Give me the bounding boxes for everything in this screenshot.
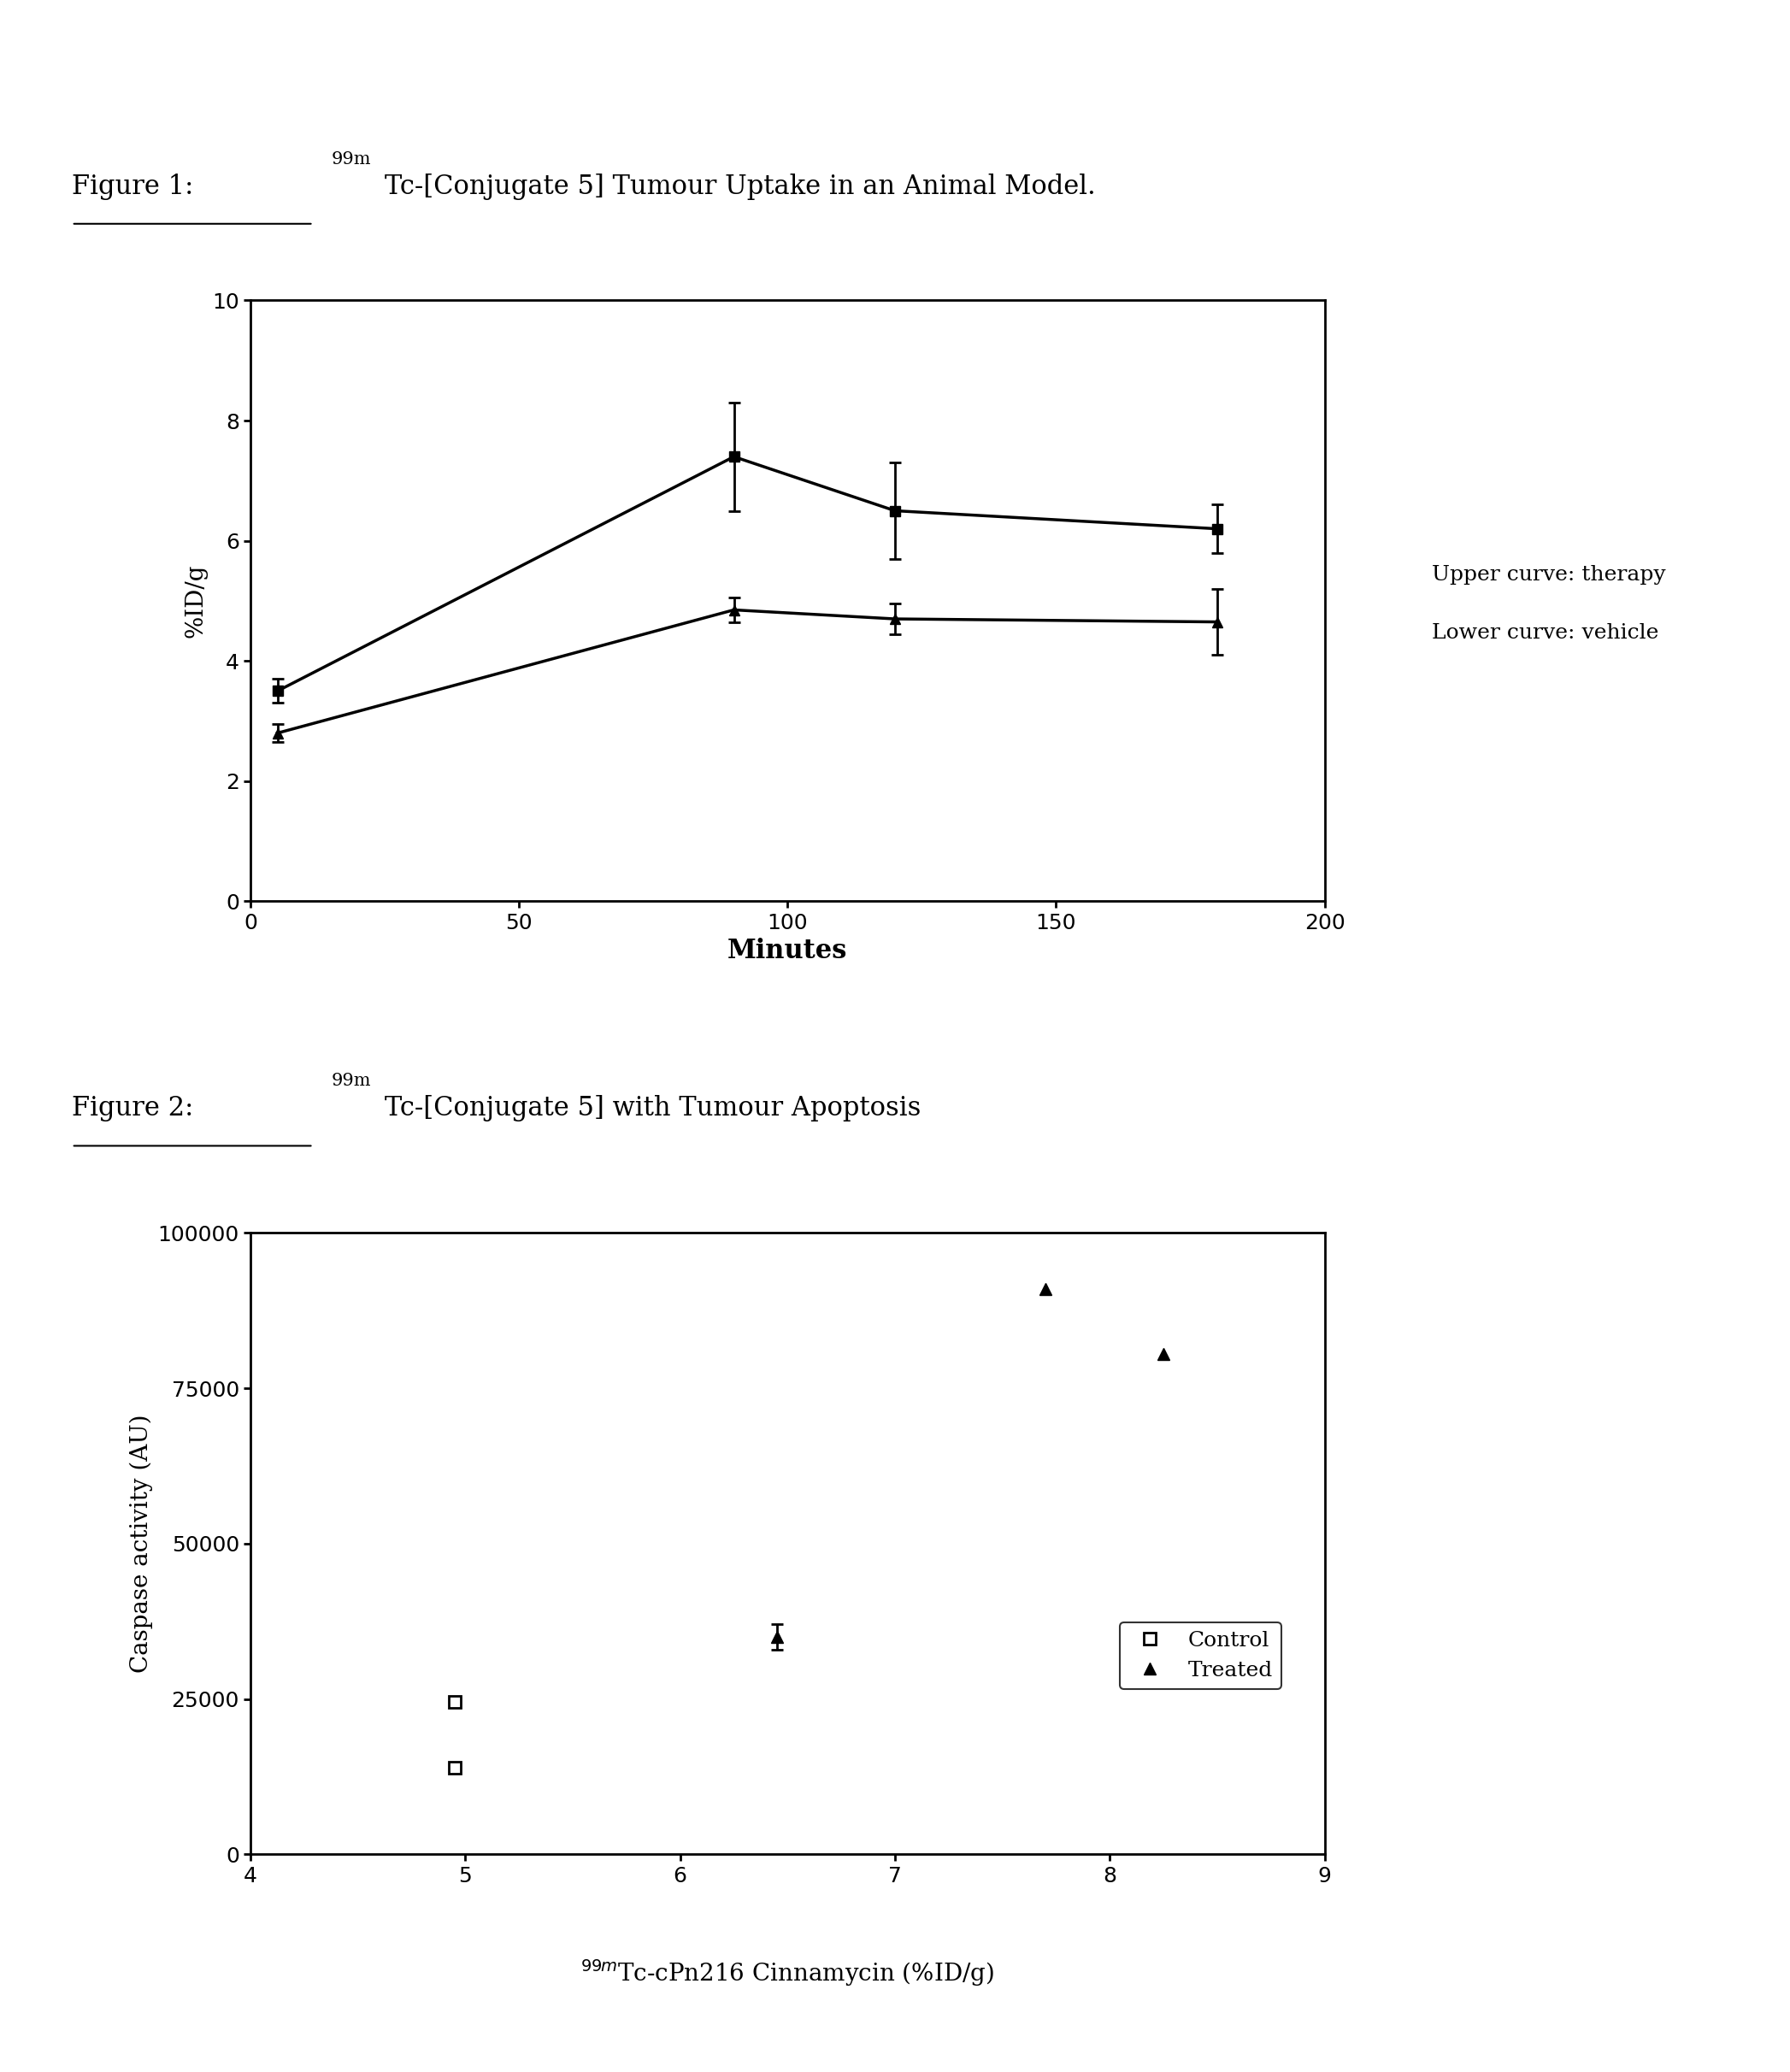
Text: Figure 2:: Figure 2: xyxy=(72,1096,193,1121)
Text: $^{99m}$Tc-cPn216 Cinnamycin (%ID/g): $^{99m}$Tc-cPn216 Cinnamycin (%ID/g) xyxy=(580,1958,995,1987)
Text: Figure 1:: Figure 1: xyxy=(72,174,193,199)
Text: 99m: 99m xyxy=(331,151,371,168)
Text: 99m: 99m xyxy=(331,1073,371,1090)
Legend: Control, Treated: Control, Treated xyxy=(1121,1622,1282,1689)
Text: Lower curve: vehicle: Lower curve: vehicle xyxy=(1432,624,1659,642)
Y-axis label: Caspase activity (AU): Caspase activity (AU) xyxy=(129,1415,154,1672)
Text: Upper curve: therapy: Upper curve: therapy xyxy=(1432,566,1666,584)
Text: Tc-[Conjugate 5] with Tumour Apoptosis: Tc-[Conjugate 5] with Tumour Apoptosis xyxy=(385,1096,922,1121)
Y-axis label: %ID/g: %ID/g xyxy=(184,564,208,638)
X-axis label: Minutes: Minutes xyxy=(727,939,848,963)
Text: Tc-[Conjugate 5] Tumour Uptake in an Animal Model.: Tc-[Conjugate 5] Tumour Uptake in an Ani… xyxy=(385,174,1095,199)
